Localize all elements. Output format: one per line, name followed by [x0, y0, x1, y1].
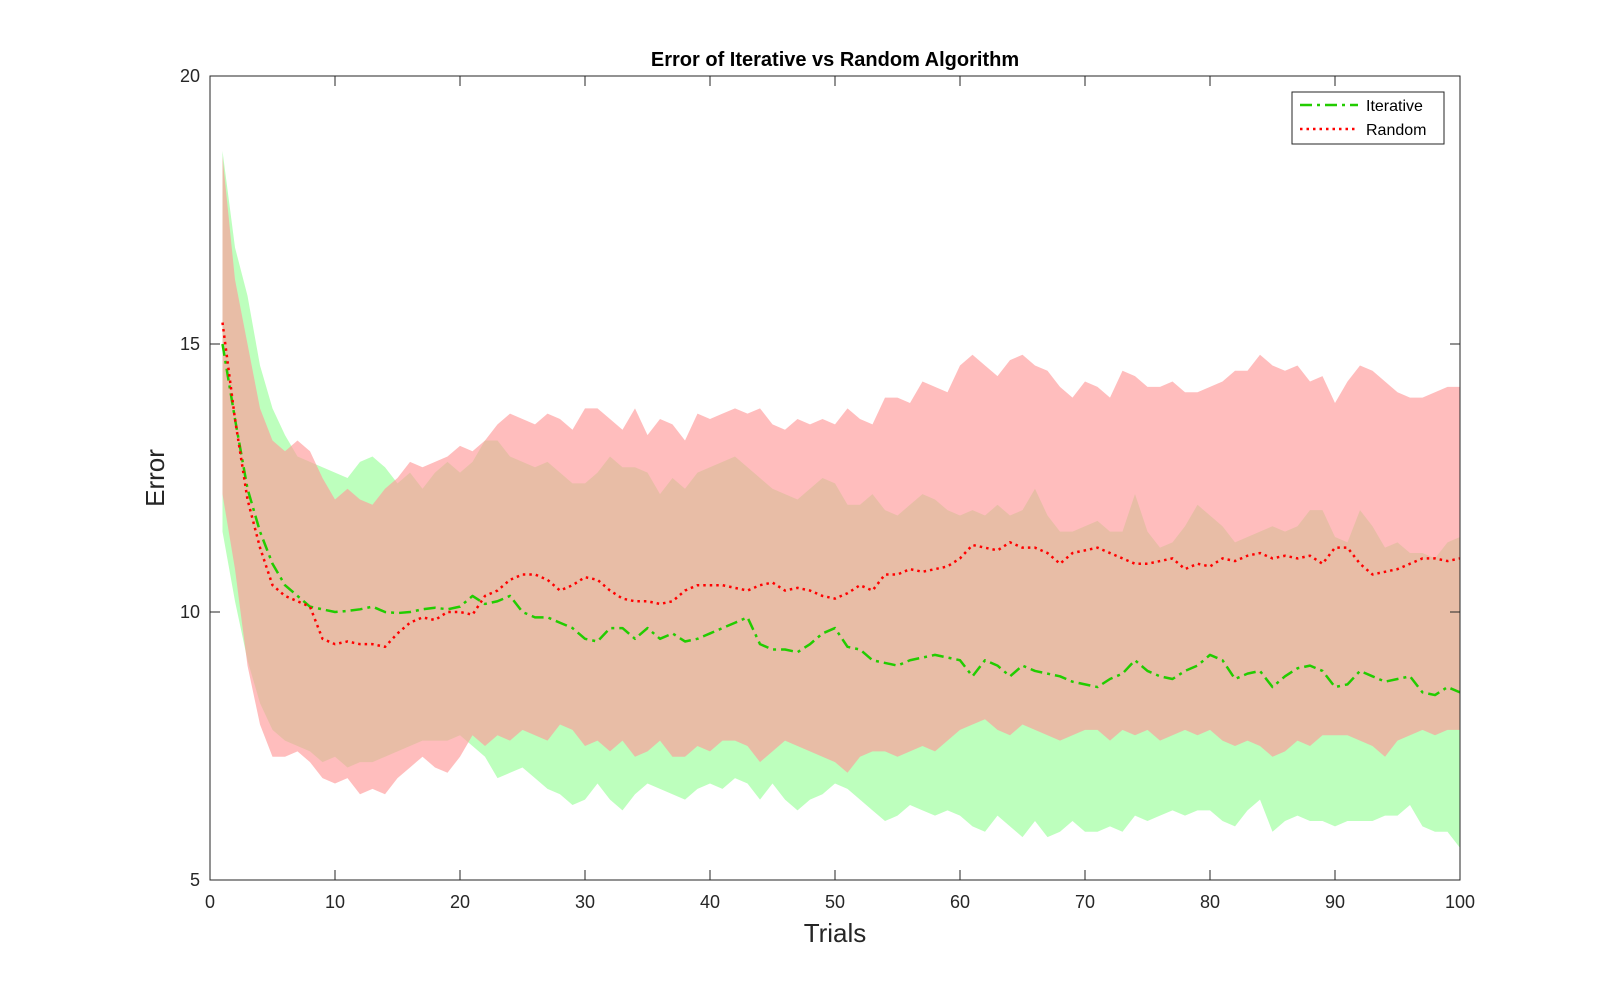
legend-label-iterative: Iterative — [1366, 98, 1423, 115]
y-tick-label: 10 — [180, 602, 200, 622]
x-tick-label: 0 — [205, 892, 215, 912]
x-tick-label: 30 — [575, 892, 595, 912]
x-tick-label: 90 — [1325, 892, 1345, 912]
band-random — [222, 156, 1460, 795]
x-tick-label: 60 — [950, 892, 970, 912]
legend-box — [1291, 91, 1445, 145]
x-axis-label: Trials — [804, 918, 867, 948]
x-tick-label: 20 — [450, 892, 470, 912]
y-tick-labels: 5 10 15 20 — [180, 66, 200, 890]
x-tick-label: 70 — [1075, 892, 1095, 912]
x-tick-label: 40 — [700, 892, 720, 912]
x-tick-label: 10 — [325, 892, 345, 912]
series-lines — [221, 322, 1461, 697]
chart-title: Error of Iterative vs Random Algorithm — [651, 49, 1019, 71]
x-tick-label: 50 — [825, 892, 845, 912]
y-tick-label: 20 — [180, 66, 200, 86]
x-tick-label: 100 — [1445, 892, 1475, 912]
x-tick-labels: 0 10 20 30 40 50 60 70 80 90 100 — [205, 892, 1475, 912]
y-axis-label: Error — [140, 449, 170, 507]
legend: Iterative Random — [1291, 91, 1445, 145]
y-tick-label: 15 — [180, 334, 200, 354]
legend-label-random: Random — [1366, 122, 1426, 139]
x-tick-label: 80 — [1200, 892, 1220, 912]
axis-ticks — [209, 75, 1461, 881]
line-iterative — [221, 343, 1461, 697]
line-random — [221, 322, 1461, 649]
y-tick-label: 5 — [190, 870, 200, 890]
